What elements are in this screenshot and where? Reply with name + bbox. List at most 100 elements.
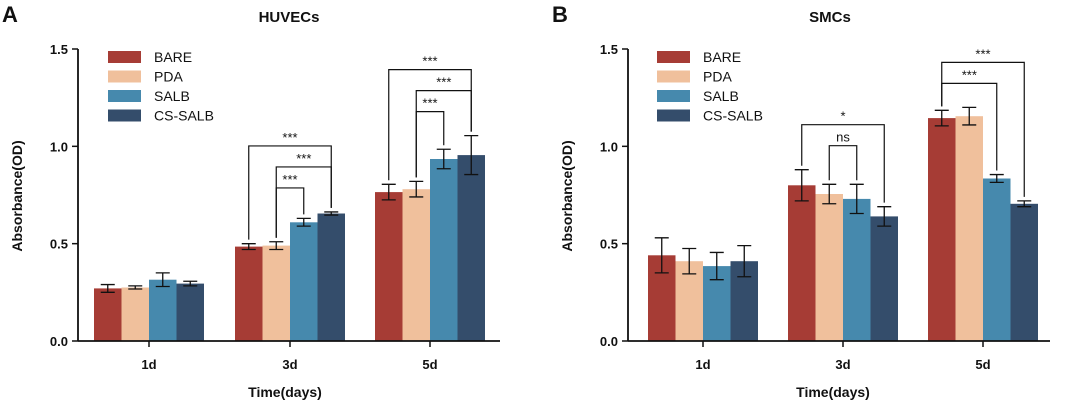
- legend-label: CS-SALB: [154, 108, 214, 124]
- significance-bracket: [275, 187, 305, 238]
- bars-layer: [648, 116, 1038, 341]
- bar-cs-salb-1d: [176, 283, 204, 341]
- error-bar: [128, 285, 143, 290]
- bar-bare-3d: [235, 246, 263, 341]
- bar-cs-salb-5d: [457, 155, 485, 341]
- legend-swatch-salb: [657, 90, 690, 102]
- error-bars-layer: [654, 106, 1032, 281]
- y-axis-label: Absorbance(OD): [9, 140, 25, 251]
- y-tick-label: 1.5: [600, 42, 618, 57]
- bar-pda-5d: [402, 189, 430, 341]
- x-tick-label: 1d: [141, 357, 156, 372]
- x-axis-label: Time(days): [796, 384, 870, 400]
- panel-letter: A: [2, 2, 18, 27]
- error-bar: [822, 183, 837, 205]
- legend-label: SALB: [154, 88, 190, 104]
- x-tick-label: 5d: [422, 357, 437, 372]
- bar-salb-3d: [290, 222, 318, 341]
- significance-label: ***: [282, 172, 297, 187]
- y-tick-label: 1.5: [50, 42, 68, 57]
- panel-letter: B: [552, 2, 568, 27]
- y-axis-label: Absorbance(OD): [559, 140, 575, 251]
- error-bar: [381, 183, 396, 201]
- bar-pda-5d: [955, 116, 983, 341]
- legend-label: BARE: [703, 49, 741, 65]
- bar-salb-5d: [983, 178, 1011, 341]
- error-bar: [737, 244, 752, 278]
- legend-swatch-cs-salb: [657, 109, 690, 122]
- bar-cs-salb-3d: [870, 216, 898, 341]
- x-tick-label: 1d: [695, 357, 710, 372]
- bar-bare-5d: [928, 118, 956, 341]
- panel-b-smcs-chart: B SMCs Absorbance(OD) Time(days) *ns****…: [552, 2, 1050, 400]
- error-bar: [241, 243, 256, 251]
- legend-swatch-bare: [108, 51, 141, 63]
- bar-pda-1d: [675, 261, 703, 341]
- chart-title: SMCs: [809, 9, 851, 26]
- y-tick-label: 0.0: [50, 334, 68, 349]
- error-bar: [794, 169, 809, 202]
- legend: BARE PDA SALB CS-SALB: [657, 49, 763, 124]
- x-axis-label: Time(days): [248, 384, 322, 400]
- bar-salb-3d: [843, 198, 871, 341]
- bar-cs-salb-3d: [317, 213, 345, 341]
- error-bar: [155, 272, 170, 288]
- chart-title: HUVECs: [259, 9, 320, 26]
- error-bar: [709, 251, 724, 281]
- error-bar: [269, 241, 284, 251]
- panel-a-huvecs-chart: A HUVECs Absorbance(OD) Time(days) *** **…: [2, 2, 500, 400]
- legend-swatch-salb: [108, 90, 141, 102]
- legend-swatch-cs-salb: [108, 109, 141, 122]
- significance-layer: * ns *** ***: [801, 46, 1025, 203]
- axes-layer: 0.0 0.5 1.0 1.5 1d 3d 5d: [50, 42, 500, 372]
- significance-label: ***: [975, 46, 990, 61]
- bar-pda-1d: [121, 287, 149, 341]
- legend-label: PDA: [154, 69, 183, 85]
- bar-cs-salb-5d: [1010, 203, 1038, 341]
- significance-label: ***: [422, 54, 437, 69]
- y-tick-label: 0.0: [600, 334, 618, 349]
- error-bar: [849, 183, 864, 215]
- y-tick-label: 0.5: [50, 237, 68, 252]
- x-tick-label: 3d: [835, 357, 850, 372]
- significance-label: ***: [296, 151, 311, 166]
- significance-bracket: [828, 145, 858, 181]
- significance-bracket: [801, 124, 885, 203]
- legend-swatch-bare: [657, 51, 690, 63]
- significance-bracket: [415, 111, 445, 178]
- bar-salb-1d: [149, 279, 177, 341]
- y-tick-label: 1.0: [50, 139, 68, 154]
- bar-pda-3d: [262, 245, 290, 341]
- legend-swatch-pda: [108, 70, 141, 83]
- error-bars-layer: [100, 134, 479, 293]
- significance-label: ns: [836, 130, 850, 145]
- legend: BARE PDA SALB CS-SALB: [108, 49, 214, 124]
- bar-bare-5d: [375, 192, 403, 341]
- bar-bare-3d: [788, 185, 816, 341]
- significance-label: *: [840, 109, 845, 124]
- error-bar: [877, 206, 892, 227]
- x-tick-label: 5d: [975, 357, 990, 372]
- error-bar: [436, 148, 451, 170]
- legend-label: CS-SALB: [703, 108, 763, 124]
- error-bar: [989, 173, 1004, 183]
- legend-label: PDA: [703, 69, 732, 85]
- bars-layer: [94, 155, 485, 341]
- significance-label: ***: [962, 67, 977, 82]
- bar-pda-3d: [815, 194, 843, 341]
- significance-layer: *** *** *** *** *** ***: [248, 54, 472, 240]
- legend-label: BARE: [154, 49, 192, 65]
- y-tick-label: 1.0: [600, 139, 618, 154]
- error-bar: [934, 109, 949, 127]
- error-bar: [654, 237, 669, 274]
- error-bar: [409, 180, 424, 198]
- legend-swatch-pda: [657, 70, 690, 83]
- error-bar: [324, 211, 339, 216]
- bar-salb-5d: [430, 159, 458, 341]
- error-bar: [682, 247, 697, 275]
- significance-bracket: [941, 82, 998, 171]
- error-bar: [962, 106, 977, 126]
- error-bar: [100, 283, 115, 293]
- y-tick-label: 0.5: [600, 237, 618, 252]
